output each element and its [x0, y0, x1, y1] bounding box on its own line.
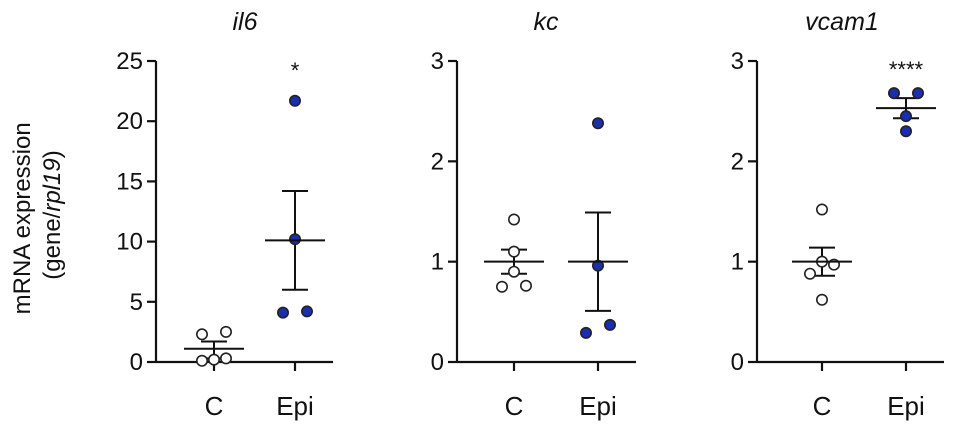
data-point — [288, 233, 301, 246]
data-point — [591, 117, 604, 130]
y-tick-label: 0 — [731, 349, 744, 376]
data-point — [815, 203, 828, 216]
y-tick-label: 10 — [116, 229, 143, 256]
y-axis-label-line1: mRNA expression — [9, 122, 36, 314]
y-tick-label: 2 — [731, 148, 744, 175]
y-tick-label: 20 — [116, 108, 143, 135]
x-tick-label: Epi — [276, 391, 314, 421]
y-axis-label-gene: rpl19 — [39, 158, 66, 211]
x-tick-label: C — [205, 391, 224, 421]
data-point — [196, 354, 209, 367]
data-point — [507, 245, 520, 258]
y-axis-label-prefix: (gene/ — [39, 211, 66, 279]
chart-panel-kc: kc 0 1 2 3 C Epi — [431, 8, 636, 421]
data-point — [899, 110, 912, 123]
chart-panel-vcam1: vcam1 0 1 2 3 C Epi **** — [731, 8, 944, 421]
panels: il6 0 5 10 15 20 25 C Epi * kc 0 1 2 3 C Epi vcam1 0 1 2 3 C Ep… — [116, 8, 944, 421]
x-tick-label: C — [505, 391, 524, 421]
data-point — [507, 213, 520, 226]
y-tick-label: 1 — [431, 249, 444, 276]
data-point — [911, 87, 924, 100]
y-axis-label-line2: (gene/rpl19) — [39, 150, 66, 279]
data-point — [899, 125, 912, 138]
data-point — [603, 318, 616, 331]
data-point — [220, 352, 233, 365]
chart-title: kc — [534, 8, 560, 36]
chart-title: il6 — [232, 8, 257, 36]
x-tick-label: Epi — [887, 391, 925, 421]
data-point — [887, 87, 900, 100]
y-tick-label: 3 — [731, 48, 744, 75]
y-tick-label: 25 — [116, 48, 143, 75]
data-point — [591, 259, 604, 272]
data-point — [208, 353, 221, 366]
data-point — [803, 267, 816, 280]
y-tick-label: 2 — [431, 148, 444, 175]
data-point — [300, 305, 313, 318]
significance-label: **** — [889, 57, 924, 82]
chart-title: vcam1 — [805, 8, 879, 36]
data-point — [276, 306, 289, 319]
y-tick-label: 1 — [731, 249, 744, 276]
chart-panel-il6: il6 0 5 10 15 20 25 C Epi * — [116, 8, 333, 421]
data-point — [507, 265, 520, 278]
data-point — [288, 94, 301, 107]
x-tick-label: Epi — [579, 391, 617, 421]
y-axis-label-suffix: ) — [39, 150, 66, 158]
y-tick-label: 3 — [431, 48, 444, 75]
y-tick-label: 15 — [116, 168, 143, 195]
y-axis-label: mRNA expression (gene/rpl19) — [9, 116, 66, 315]
data-point — [196, 328, 209, 341]
data-point — [815, 293, 828, 306]
data-point — [579, 326, 592, 339]
y-tick-label: 0 — [431, 349, 444, 376]
data-point — [519, 279, 532, 292]
data-point — [495, 280, 508, 293]
x-tick-label: C — [813, 391, 832, 421]
significance-label: * — [291, 58, 300, 83]
y-tick-label: 5 — [130, 289, 143, 316]
y-tick-label: 0 — [130, 349, 143, 376]
data-point — [220, 325, 233, 338]
